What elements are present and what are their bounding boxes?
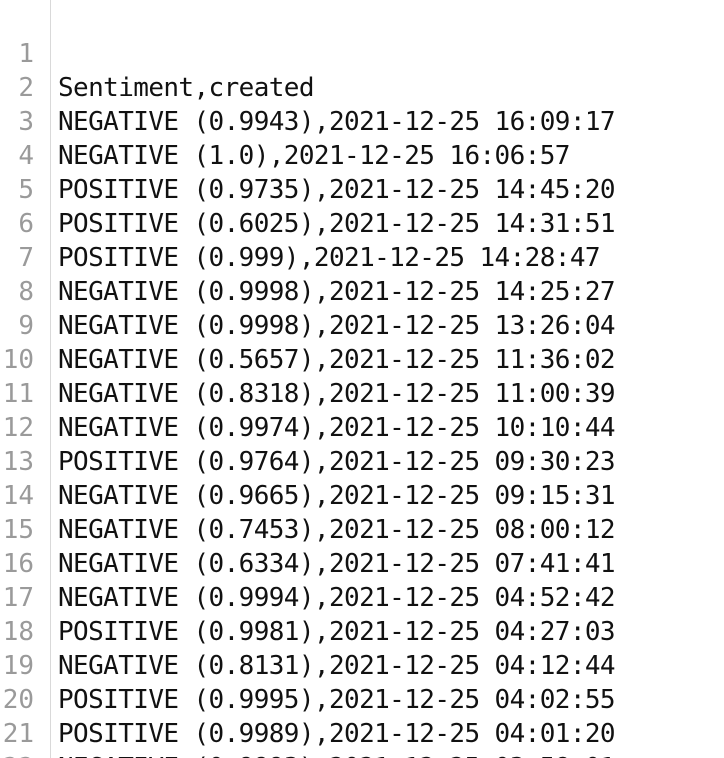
line-text[interactable]: POSITIVE (0.6025),2021-12-25 14:31:51 [58, 209, 616, 239]
line-number: 10 [2, 345, 34, 375]
line-text[interactable]: POSITIVE (0.9981),2021-12-25 04:27:03 [58, 617, 616, 647]
line-text[interactable]: NEGATIVE (0.7453),2021-12-25 08:00:12 [58, 515, 616, 545]
line-number: 8 [18, 277, 34, 307]
code-line[interactable]: 8 NEGATIVE (0.9998),2021-12-25 13:26:04 [0, 241, 724, 341]
line-number: 17 [2, 583, 34, 613]
line-text[interactable]: POSITIVE (0.999),2021-12-25 14:28:47 [58, 243, 601, 273]
line-number: 2 [18, 73, 34, 103]
line-number: 16 [2, 549, 34, 579]
line-text[interactable]: POSITIVE (0.9995),2021-12-25 04:02:55 [58, 685, 616, 715]
line-number: 12 [2, 413, 34, 443]
code-line[interactable]: 10 NEGATIVE (0.8318),2021-12-25 11:00:39 [0, 309, 724, 409]
code-line[interactable]: 12 POSITIVE (0.9764),2021-12-25 09:30:23 [0, 377, 724, 477]
code-line[interactable]: 11 NEGATIVE (0.9974),2021-12-25 10:10:44 [0, 343, 724, 443]
line-number: 3 [18, 107, 34, 137]
code-line[interactable]: 1 Sentiment,created [0, 3, 724, 103]
line-text[interactable]: NEGATIVE (0.9998),2021-12-25 14:25:27 [58, 277, 616, 307]
code-line[interactable]: 4 POSITIVE (0.9735),2021-12-25 14:45:20 [0, 105, 724, 205]
line-text[interactable]: NEGATIVE (0.5657),2021-12-25 11:36:02 [58, 345, 616, 375]
code-line[interactable]: 7 NEGATIVE (0.9998),2021-12-25 14:25:27 [0, 207, 724, 307]
line-number: 6 [18, 209, 34, 239]
line-number: 7 [18, 243, 34, 273]
line-number: 22 [0, 751, 34, 758]
code-line[interactable]: 5 POSITIVE (0.6025),2021-12-25 14:31:51 [0, 139, 724, 239]
line-text[interactable]: POSITIVE (0.9989),2021-12-25 04:01:20 [58, 719, 616, 749]
line-text[interactable]: NEGATIVE (0.9943),2021-12-25 16:09:17 [58, 107, 616, 137]
code-line[interactable]: 14 NEGATIVE (0.7453),2021-12-25 08:00:12 [0, 445, 724, 545]
line-number: 11 [2, 379, 34, 409]
code-line[interactable]: 17 POSITIVE (0.9981),2021-12-25 04:27:03 [0, 547, 724, 647]
line-text[interactable]: NEGATIVE (0.8131),2021-12-25 04:12:44 [58, 651, 616, 681]
line-number: 20 [2, 685, 34, 715]
line-text[interactable]: NEGATIVE (0.8318),2021-12-25 11:00:39 [58, 379, 616, 409]
line-number: 18 [2, 617, 34, 647]
line-number: 21 [2, 719, 34, 749]
line-text[interactable]: POSITIVE (0.9764),2021-12-25 09:30:23 [58, 447, 616, 477]
code-line[interactable]: 16 NEGATIVE (0.9994),2021-12-25 04:52:42 [0, 513, 724, 613]
line-number: 13 [2, 447, 34, 477]
line-text[interactable]: NEGATIVE (1.0),2021-12-25 16:06:57 [58, 141, 570, 171]
line-number: 14 [2, 481, 34, 511]
code-line[interactable]: 18 NEGATIVE (0.8131),2021-12-25 04:12:44 [0, 581, 724, 681]
gutter-divider [50, 0, 51, 758]
line-number: 5 [18, 175, 34, 205]
line-number: 15 [2, 515, 34, 545]
line-number: 19 [2, 651, 34, 681]
code-line[interactable]: 9 NEGATIVE (0.5657),2021-12-25 11:36:02 [0, 275, 724, 375]
line-text[interactable]: NEGATIVE (0.9665),2021-12-25 09:15:31 [58, 481, 616, 511]
line-number: 4 [18, 141, 34, 171]
code-line[interactable]: 19 POSITIVE (0.9995),2021-12-25 04:02:55 [0, 615, 724, 715]
line-text[interactable]: POSITIVE (0.9735),2021-12-25 14:45:20 [58, 175, 616, 205]
code-line[interactable]: 2 NEGATIVE (0.9943),2021-12-25 16:09:17 [0, 37, 724, 137]
line-number: 1 [18, 39, 34, 69]
line-text[interactable]: NEGATIVE (0.6334),2021-12-25 07:41:41 [58, 549, 616, 579]
code-line[interactable]: 15 NEGATIVE (0.6334),2021-12-25 07:41:41 [0, 479, 724, 579]
line-text[interactable]: NEGATIVE (0.9993),2021-12-25 03:58:01 [58, 751, 616, 758]
code-line[interactable]: 13 NEGATIVE (0.9665),2021-12-25 09:15:31 [0, 411, 724, 511]
line-text[interactable]: Sentiment,created [58, 73, 315, 103]
code-line[interactable]: 6 POSITIVE (0.999),2021-12-25 14:28:47 [0, 173, 724, 273]
line-text[interactable]: NEGATIVE (0.9974),2021-12-25 10:10:44 [58, 413, 616, 443]
csv-content[interactable]: 1 Sentiment,created 2 NEGATIVE (0.9943),… [0, 3, 724, 758]
code-line[interactable]: 21 NEGATIVE (0.9993),2021-12-25 03:58:01 [0, 683, 724, 758]
line-number: 9 [18, 311, 34, 341]
line-text[interactable]: NEGATIVE (0.9994),2021-12-25 04:52:42 [58, 583, 616, 613]
line-text[interactable]: NEGATIVE (0.9998),2021-12-25 13:26:04 [58, 311, 616, 341]
code-line[interactable]: 3 NEGATIVE (1.0),2021-12-25 16:06:57 [0, 71, 724, 171]
code-line[interactable]: 22 POSITIVE (0.9816),2021-12-25 03:49:20 [0, 717, 724, 758]
code-line[interactable]: 20 POSITIVE (0.9989),2021-12-25 04:01:20 [0, 649, 724, 749]
